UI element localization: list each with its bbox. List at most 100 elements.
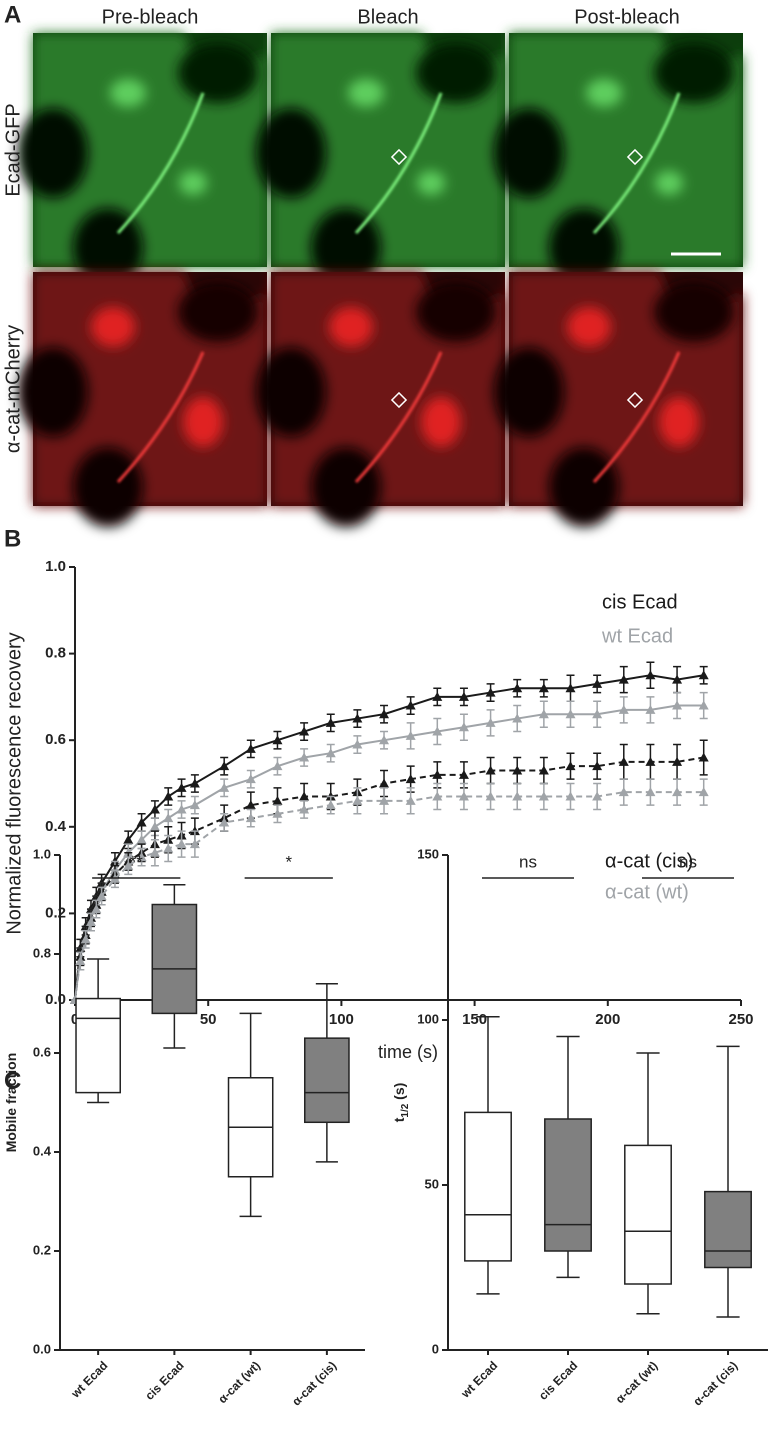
micrograph	[256, 33, 505, 288]
x-tick-label: wt Ecad	[458, 1358, 501, 1401]
marker	[352, 795, 363, 805]
panel-label: A	[4, 1, 21, 28]
y-tick-label: 0.2	[45, 904, 66, 921]
marker	[80, 934, 91, 944]
y-axis-label: Mobile fraction	[3, 1053, 19, 1153]
panel-label: B	[4, 525, 21, 552]
marker	[163, 813, 174, 823]
y-axis-label-part: t	[391, 1117, 407, 1122]
series-line	[74, 756, 704, 1001]
marker	[245, 800, 256, 810]
marker	[136, 817, 147, 827]
marker	[163, 791, 174, 801]
marker	[299, 726, 310, 736]
micrograph	[494, 33, 743, 288]
marker	[245, 774, 256, 784]
marker	[163, 843, 174, 853]
column-label: Bleach	[357, 6, 418, 28]
marker	[485, 687, 496, 697]
marker	[565, 761, 576, 771]
marker	[149, 847, 160, 857]
legend-label: cis Ecad	[602, 591, 678, 613]
x-tick-label: 0	[71, 1011, 79, 1028]
x-tick-label: 200	[595, 1011, 620, 1028]
x-tick-label: 250	[728, 1011, 753, 1028]
marker	[645, 670, 656, 680]
marker	[618, 756, 629, 766]
micrograph	[256, 272, 505, 527]
marker	[379, 778, 390, 788]
y-tick-label: 1.0	[33, 846, 51, 861]
marker	[538, 683, 549, 693]
marker	[432, 726, 443, 736]
box	[464, 1111, 512, 1262]
series-line	[74, 791, 704, 1001]
marker	[272, 808, 283, 818]
row-label: α-cat-mCherry	[2, 325, 24, 453]
marker	[432, 691, 443, 701]
y-axis-label-part: 1/2	[400, 1103, 411, 1117]
micrograph	[18, 33, 267, 288]
marker	[592, 761, 603, 771]
marker	[219, 817, 230, 827]
y-tick-label: 0.4	[33, 1143, 52, 1158]
marker	[698, 787, 709, 797]
marker	[432, 791, 443, 801]
x-tick-label: wt Ecad	[68, 1358, 111, 1401]
marker	[645, 787, 656, 797]
y-tick-label: 50	[425, 1176, 439, 1191]
marker	[672, 756, 683, 766]
marker	[176, 782, 187, 792]
marker	[85, 917, 96, 927]
marker	[405, 774, 416, 784]
y-axis-label: Normalized fluorescence recovery	[3, 632, 25, 934]
significance-label: *	[285, 852, 292, 871]
marker	[219, 782, 230, 792]
marker	[352, 713, 363, 723]
y-tick-label: 0.6	[45, 731, 66, 748]
marker	[645, 704, 656, 714]
y-axis-label-part: (s)	[391, 1083, 407, 1104]
x-axis-label: time (s)	[378, 1042, 438, 1062]
marker	[405, 795, 416, 805]
marker	[645, 756, 656, 766]
marker	[189, 778, 200, 788]
marker	[299, 752, 310, 762]
marker	[592, 791, 603, 801]
marker	[565, 709, 576, 719]
y-tick-label: 0.0	[33, 1341, 51, 1356]
marker	[618, 787, 629, 797]
marker	[512, 765, 523, 775]
y-tick-label: 0.4	[45, 818, 67, 835]
y-tick-label: 0.8	[45, 645, 66, 662]
marker	[538, 709, 549, 719]
bleach-roi	[626, 391, 644, 409]
box	[544, 1118, 592, 1252]
y-tick-label: 0	[432, 1341, 439, 1356]
y-axis-label: t1/2 (s)	[391, 1083, 411, 1123]
marker	[485, 791, 496, 801]
marker	[565, 791, 576, 801]
marker	[379, 709, 390, 719]
marker	[565, 683, 576, 693]
marker	[299, 804, 310, 814]
micrograph	[18, 272, 267, 527]
marker	[325, 800, 336, 810]
marker	[272, 761, 283, 771]
marker	[325, 748, 336, 758]
bleach-roi	[390, 148, 408, 166]
marker	[325, 717, 336, 727]
image-grid	[18, 33, 743, 527]
x-tick-label: α-cat (cis)	[690, 1358, 740, 1408]
marker	[458, 691, 469, 701]
marker	[698, 700, 709, 710]
marker	[458, 722, 469, 732]
box	[704, 1190, 752, 1269]
y-tick-label: 150	[417, 846, 439, 861]
series-line	[74, 674, 704, 1001]
marker	[299, 791, 310, 801]
y-axis-label-part: Mobile fraction	[3, 1053, 19, 1153]
legend-label: α-cat (cis)	[605, 850, 693, 872]
significance-label: ns	[679, 852, 697, 871]
